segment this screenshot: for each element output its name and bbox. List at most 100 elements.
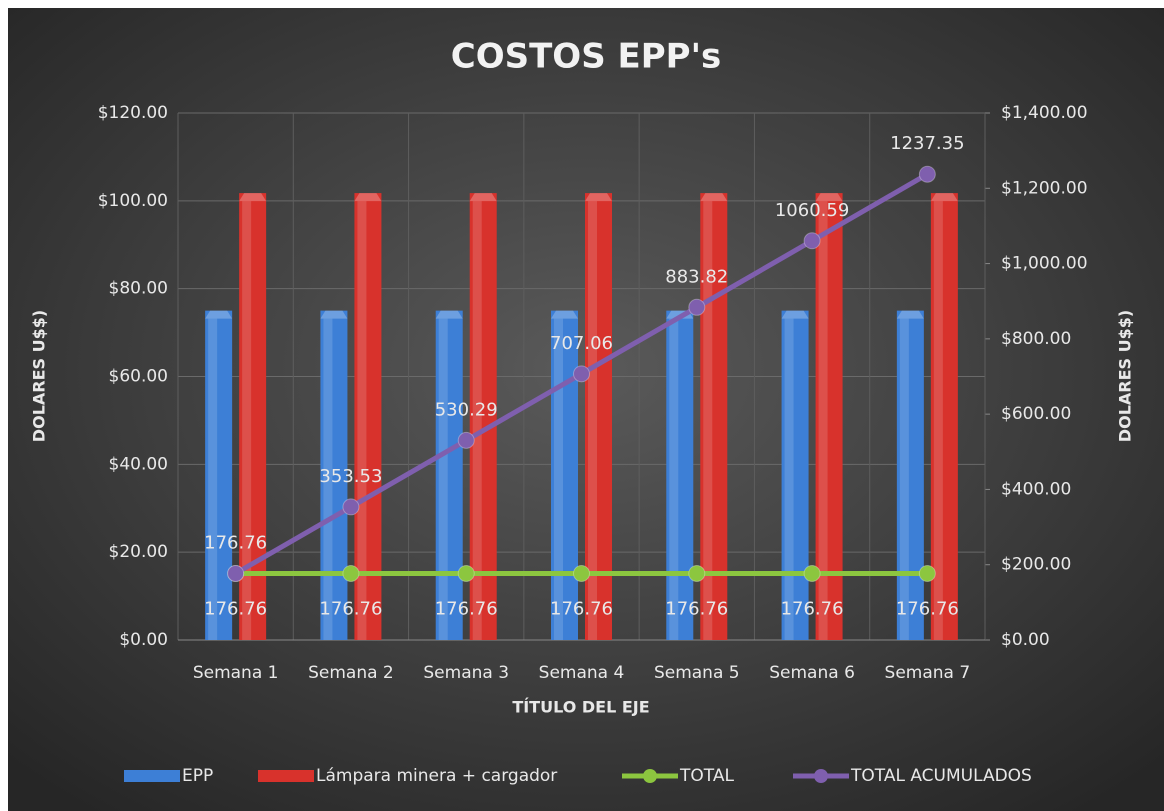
legend-label: TOTAL ACUMULADOS xyxy=(850,766,1032,786)
bar-highlight xyxy=(899,318,909,640)
data-label: 176.76 xyxy=(896,598,959,619)
x-axis-title: TÍTULO DEL EJE xyxy=(512,698,649,717)
y-tick-label: $80.00 xyxy=(109,279,168,299)
x-tick-label: Semana 1 xyxy=(193,663,279,683)
line-point xyxy=(342,564,360,582)
y2-tick-label: $0.00 xyxy=(1001,630,1050,650)
y2-axis-title: DOLARES U$$) xyxy=(1116,310,1135,442)
bar-highlight xyxy=(554,318,563,640)
y-tick-label: $20.00 xyxy=(109,542,168,562)
y-axis-title: DOLARES U$$) xyxy=(30,310,49,442)
bar-cap xyxy=(239,193,267,202)
line-point xyxy=(342,498,360,516)
data-label: 176.76 xyxy=(204,598,267,619)
y2-tick-label: $800.00 xyxy=(1001,329,1071,349)
bar-cap xyxy=(469,193,497,202)
bar-cap xyxy=(205,310,233,319)
y2-tick-label: $1,000.00 xyxy=(1001,254,1088,274)
bar xyxy=(666,310,694,640)
legend-label: EPP xyxy=(182,766,213,786)
x-tick-label: Semana 6 xyxy=(769,663,855,683)
bar-highlight xyxy=(818,201,828,640)
x-tick-label: Semana 7 xyxy=(885,663,971,683)
bar xyxy=(815,193,843,640)
bar-highlight xyxy=(784,318,794,640)
bar-cap xyxy=(435,310,463,319)
bar xyxy=(551,310,578,640)
bar xyxy=(930,193,958,640)
y-tick-label: $100.00 xyxy=(98,191,168,211)
bar-highlight xyxy=(703,201,713,640)
y2-tick-label: $400.00 xyxy=(1001,479,1071,499)
line-point xyxy=(688,298,706,316)
line-point xyxy=(457,564,475,582)
bar-highlight xyxy=(588,201,597,640)
x-tick-label: Semana 5 xyxy=(654,663,740,683)
legend-swatch xyxy=(643,769,657,783)
data-label: 883.82 xyxy=(665,266,728,287)
line-point xyxy=(688,564,706,582)
y2-tick-label: $1,400.00 xyxy=(1001,103,1088,123)
bar-cap xyxy=(320,310,348,319)
bar-highlight xyxy=(208,318,218,640)
bar-highlight xyxy=(472,201,482,640)
bar-highlight xyxy=(357,201,367,640)
line-point xyxy=(573,564,590,582)
bar-cap xyxy=(781,310,809,319)
legend-swatch xyxy=(814,769,828,783)
data-label: 1237.35 xyxy=(890,133,964,154)
data-label: 176.76 xyxy=(319,598,382,619)
x-tick-label: Semana 4 xyxy=(539,663,625,683)
data-label: 176.76 xyxy=(665,598,728,619)
bar-cap xyxy=(930,193,958,202)
x-tick-label: Semana 3 xyxy=(423,663,509,683)
bar-highlight xyxy=(323,318,333,640)
bar-highlight xyxy=(438,318,448,640)
legend-swatch xyxy=(124,770,180,782)
data-label: 176.76 xyxy=(204,532,267,553)
x-tick-label: Semana 2 xyxy=(308,663,394,683)
bar xyxy=(700,193,728,640)
data-label: 176.76 xyxy=(435,598,498,619)
data-label: 176.76 xyxy=(550,598,613,619)
y2-tick-label: $1,200.00 xyxy=(1001,178,1088,198)
line-point xyxy=(573,365,590,383)
bar-highlight xyxy=(669,318,679,640)
bar xyxy=(320,310,348,640)
bar-cap xyxy=(896,310,924,319)
bar xyxy=(585,193,612,640)
bar xyxy=(469,193,497,640)
data-label: 530.29 xyxy=(435,399,498,420)
y-tick-label: $0.00 xyxy=(119,630,168,650)
y2-tick-label: $600.00 xyxy=(1001,404,1071,424)
y-tick-label: $120.00 xyxy=(98,103,168,123)
bar xyxy=(354,193,382,640)
data-label: 707.06 xyxy=(550,333,613,354)
bar xyxy=(205,310,233,640)
bar-highlight xyxy=(242,201,252,640)
bar xyxy=(896,310,924,640)
bar-cap xyxy=(585,193,612,202)
line-point xyxy=(918,165,936,183)
chart-title: COSTOS EPP's xyxy=(451,37,721,77)
line-point xyxy=(227,564,245,582)
legend-label: Lámpara minera + cargador xyxy=(316,766,557,786)
data-label: 353.53 xyxy=(319,466,382,487)
bar-highlight xyxy=(933,201,943,640)
line-point xyxy=(803,232,821,250)
y2-tick-label: $200.00 xyxy=(1001,555,1071,575)
legend-swatch xyxy=(258,770,314,782)
data-label: 176.76 xyxy=(781,598,844,619)
bar-cap xyxy=(700,193,728,202)
data-label: 1060.59 xyxy=(775,200,849,221)
bar-cap xyxy=(815,193,843,202)
line-point xyxy=(803,564,821,582)
bar-cap xyxy=(551,310,578,319)
line-point xyxy=(457,431,475,449)
y-tick-label: $40.00 xyxy=(109,454,168,474)
legend-label: TOTAL xyxy=(679,766,734,786)
bar xyxy=(781,310,809,640)
line-point xyxy=(918,564,936,582)
bar xyxy=(435,310,463,640)
